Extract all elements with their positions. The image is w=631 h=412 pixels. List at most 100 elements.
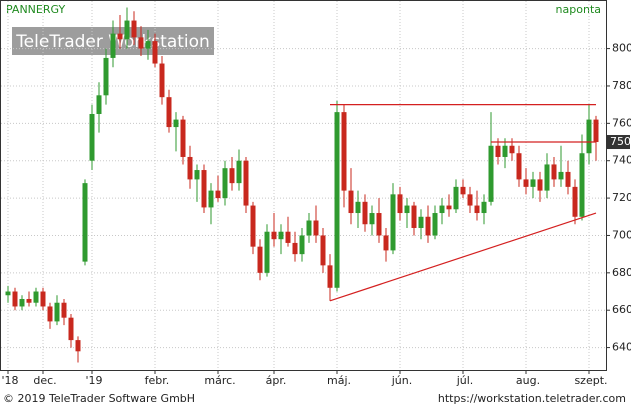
symbol: PANNERGY: [6, 3, 65, 16]
candle-body: [460, 186, 466, 195]
candle-body: [61, 302, 67, 318]
candle-body: [418, 216, 424, 228]
candle-body: [229, 168, 235, 184]
candle-body: [271, 231, 277, 240]
candle-body: [285, 231, 291, 243]
candle-body: [369, 213, 375, 225]
candle-body: [47, 306, 53, 322]
x-tick-label: júl.: [456, 374, 474, 387]
candle-body: [411, 205, 417, 228]
candle-body: [446, 205, 452, 210]
candle-body: [558, 171, 564, 180]
candle-body: [390, 194, 396, 251]
candle-body: [355, 201, 361, 214]
candle-body: [565, 171, 571, 187]
candle-body: [537, 179, 543, 191]
candle-body: [572, 186, 578, 217]
x-tick-label: ápr.: [266, 374, 287, 387]
trendline: [329, 212, 597, 302]
candle-body: [194, 170, 200, 180]
x-tick-label: '18: [1, 374, 18, 387]
candle-body: [152, 41, 158, 64]
candle-body: [257, 246, 263, 273]
candle-body: [138, 37, 144, 49]
interval: naponta: [556, 3, 601, 16]
x-tick-label: '19: [85, 374, 102, 387]
y-tick-label: 780: [612, 79, 631, 92]
y-tick-label: 740: [612, 154, 631, 167]
candle-body: [145, 41, 151, 49]
x-tick-label: febr.: [145, 374, 170, 387]
candle-body: [166, 97, 172, 128]
candle-body: [75, 340, 81, 352]
candle-body: [509, 145, 515, 154]
y-tick-label: 660: [612, 303, 631, 316]
candle-body: [467, 194, 473, 206]
candle-body: [208, 190, 214, 208]
candle-body: [334, 112, 340, 288]
y-tick-label: 760: [612, 116, 631, 129]
candle-body: [173, 119, 179, 128]
x-tick-label: szept.: [574, 374, 607, 387]
y-tick-label: 800: [612, 42, 631, 55]
candle-body: [68, 317, 74, 341]
candle-body: [530, 179, 536, 187]
candle-body: [453, 186, 459, 210]
candle-body: [299, 235, 305, 255]
candle-body: [103, 57, 109, 96]
last-price-label: 750: [610, 135, 631, 148]
candle-body: [474, 205, 480, 214]
y-tick-label: 680: [612, 266, 631, 279]
candle-body: [264, 231, 270, 273]
candle-body: [362, 201, 368, 225]
candle-body: [89, 113, 95, 161]
candle-body: [481, 201, 487, 214]
candle-body: [236, 160, 242, 184]
candle-body: [54, 302, 60, 322]
candle-body: [131, 20, 137, 38]
candle-body: [159, 63, 165, 98]
candle-body: [278, 231, 284, 240]
candle-body: [404, 205, 410, 214]
candle-body: [250, 205, 256, 247]
candle-body: [495, 145, 501, 157]
candle-body: [579, 153, 585, 217]
candle-body: [215, 190, 221, 199]
candle-body: [243, 160, 249, 206]
candle-body: [425, 216, 431, 236]
candle-body: [12, 291, 18, 307]
y-tick-label: 720: [612, 191, 631, 204]
candle-body: [348, 190, 354, 214]
candle-body: [292, 242, 298, 255]
candle-body: [313, 220, 319, 236]
plot: [1, 1, 610, 370]
candle-body: [320, 235, 326, 266]
x-tick-label: máj.: [327, 374, 351, 387]
plot-frame: [0, 0, 607, 371]
candle-body: [432, 213, 438, 236]
candle-body: [502, 145, 508, 157]
x-tick-label: márc.: [204, 374, 235, 387]
candle-body: [327, 265, 333, 288]
candle-body: [96, 95, 102, 114]
candle-body: [222, 168, 228, 199]
copyright: © 2019 TeleTrader Software GmbH: [3, 392, 195, 405]
x-tick-label: jún.: [391, 374, 413, 387]
candle-body: [5, 291, 11, 296]
candle-body: [341, 112, 347, 191]
x-tick-label: dec.: [33, 374, 56, 387]
candle-body: [376, 213, 382, 236]
y-tick-label: 700: [612, 228, 631, 241]
candle-body: [26, 298, 32, 303]
candle-body: [180, 119, 186, 157]
candle-body: [201, 170, 207, 208]
candle-body: [306, 220, 312, 236]
candle-body: [117, 33, 123, 40]
candle-body: [19, 298, 25, 307]
candle-body: [488, 145, 494, 202]
last-price-box: [607, 135, 630, 150]
candle-body: [516, 153, 522, 180]
candle-body: [397, 194, 403, 214]
url: https://workstation.teletrader.com: [438, 392, 626, 405]
